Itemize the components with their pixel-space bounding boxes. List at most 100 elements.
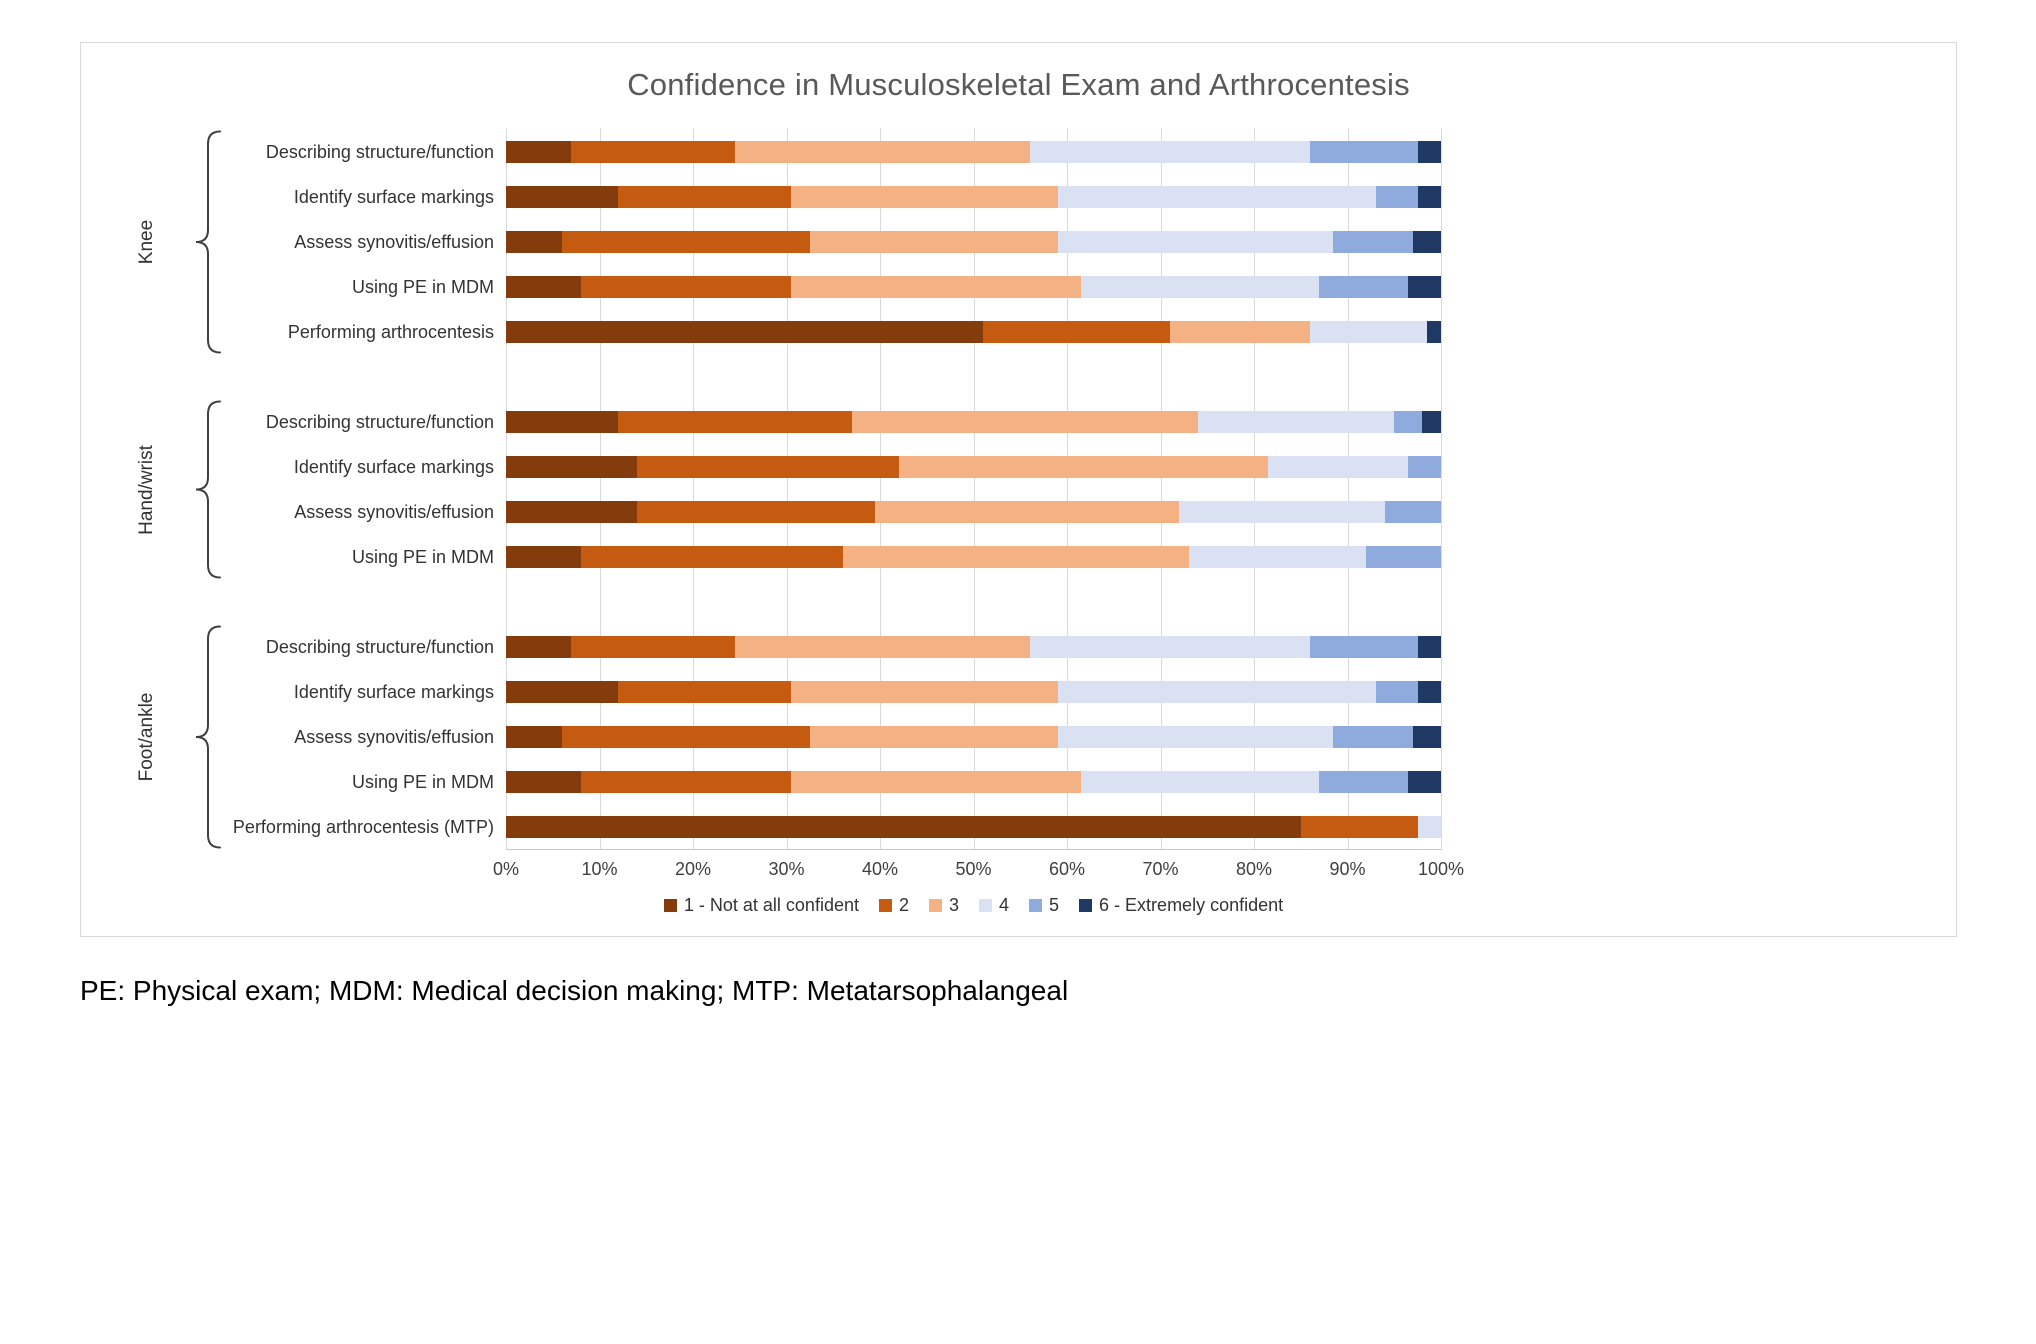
bar-segment xyxy=(791,681,1058,703)
bar-segment xyxy=(506,726,563,748)
bar-segment xyxy=(506,231,563,253)
bar-segment xyxy=(851,411,1198,433)
group-label: Hand/wrist xyxy=(136,444,157,535)
bar-row xyxy=(506,546,1441,568)
x-tick-label: 60% xyxy=(1048,859,1086,879)
category-label: Using PE in MDM xyxy=(351,547,494,567)
bar-segment xyxy=(1417,681,1441,703)
bar-segment xyxy=(1366,546,1441,568)
bar-segment xyxy=(506,321,983,343)
bar-segment xyxy=(1384,501,1441,523)
bar-segment xyxy=(506,681,619,703)
bar-segment xyxy=(1310,636,1418,658)
bar-segment xyxy=(580,276,792,298)
category-label: Performing arthrocentesis (MTP) xyxy=(232,817,494,837)
category-label: Describing structure/function xyxy=(265,412,494,432)
gridline xyxy=(1441,128,1442,849)
chart-legend: 1 - Not at all confident 2 3 4 5 6 - Extremel… xyxy=(506,895,1441,916)
x-tick-label: 30% xyxy=(768,859,805,879)
group-brace xyxy=(195,625,221,849)
bar-row xyxy=(506,456,1441,478)
bar-row xyxy=(506,636,1441,658)
bar-segment xyxy=(562,726,810,748)
bar-segment xyxy=(506,816,1301,838)
category-label: Identify surface markings xyxy=(293,682,494,702)
bar-segment xyxy=(1412,231,1441,253)
bar-row xyxy=(506,141,1441,163)
bar-segment xyxy=(809,231,1058,253)
bar-segment xyxy=(506,546,581,568)
gridline xyxy=(599,128,601,849)
legend-item: 2 xyxy=(878,895,909,916)
bar-row xyxy=(506,321,1441,343)
bar-segment xyxy=(636,456,899,478)
chart-title: Confidence in Musculoskeletal Exam and A… xyxy=(627,67,1410,102)
footnote: PE: Physical exam; MDM: Medical decision… xyxy=(80,975,1069,1006)
chart-container: Confidence in Musculoskeletal Exam and A… xyxy=(80,42,1957,937)
category-label: Describing structure/function xyxy=(265,142,494,162)
x-tick-label: 40% xyxy=(861,859,899,879)
legend-swatch xyxy=(929,899,942,912)
gridline xyxy=(880,128,881,849)
bar-segment xyxy=(735,636,1030,658)
category-label: Performing arthrocentesis xyxy=(287,322,494,342)
bar-segment xyxy=(1408,456,1441,478)
bar-segment xyxy=(506,501,637,523)
bar-row xyxy=(506,411,1441,433)
legend-label: 6 - Extremely confident xyxy=(1099,895,1284,915)
bar-segment xyxy=(1310,141,1418,163)
category-label: Using PE in MDM xyxy=(351,772,494,792)
bar-segment xyxy=(1408,771,1441,793)
bar-segment xyxy=(506,186,619,208)
bar-row xyxy=(506,771,1441,793)
bar-segment xyxy=(791,276,1082,298)
legend-label: 1 - Not at all confident xyxy=(683,895,859,915)
group-label: Foot/ankle xyxy=(136,692,157,782)
bar-row xyxy=(506,231,1441,253)
x-tick-label: 10% xyxy=(581,859,618,879)
bar-segment xyxy=(1188,546,1367,568)
gridline xyxy=(786,128,788,849)
legend-swatch xyxy=(878,899,892,912)
category-label: Describing structure/function xyxy=(265,637,494,657)
bar-segment xyxy=(1417,636,1441,658)
bar-row xyxy=(506,816,1441,838)
bar-segment xyxy=(1268,456,1409,478)
gridline xyxy=(1160,128,1162,849)
bar-segment xyxy=(506,456,637,478)
x-tick-label: 100% xyxy=(1417,859,1465,879)
bar-segment xyxy=(1319,276,1409,298)
bar-row xyxy=(506,726,1441,748)
bar-segment xyxy=(1310,321,1427,343)
bar-segment xyxy=(636,501,876,523)
gridline xyxy=(506,128,507,849)
category-label: Identify surface markings xyxy=(293,457,494,477)
bar-segment xyxy=(506,636,572,658)
bar-segment xyxy=(791,771,1082,793)
bar-segment xyxy=(506,141,572,163)
bar-segment xyxy=(571,636,736,658)
legend-label: 5 xyxy=(1049,895,1060,915)
x-tick-label: 20% xyxy=(674,859,712,879)
legend-item: 6 - Extremely confident xyxy=(1079,895,1283,916)
category-label: Assess synovitis/effusion xyxy=(294,232,494,252)
bar-segment xyxy=(842,546,1189,568)
bar-segment xyxy=(982,321,1170,343)
bar-segment xyxy=(875,501,1180,523)
bar-segment xyxy=(1169,321,1311,343)
legend-swatch xyxy=(1079,899,1093,912)
bar-segment xyxy=(1394,411,1423,433)
bar-row xyxy=(506,501,1441,523)
bar-segment xyxy=(1057,186,1376,208)
group-brace xyxy=(195,400,221,579)
bar-segment xyxy=(1057,726,1334,748)
bar-segment xyxy=(618,411,852,433)
bar-row xyxy=(506,186,1441,208)
bar-segment xyxy=(1408,276,1441,298)
bar-segment xyxy=(618,681,792,703)
bar-segment xyxy=(1417,816,1441,838)
category-label: Using PE in MDM xyxy=(351,277,494,297)
x-tick-label: 50% xyxy=(955,859,992,879)
legend-item: 4 xyxy=(979,895,1009,916)
bar-segment xyxy=(1029,141,1311,163)
